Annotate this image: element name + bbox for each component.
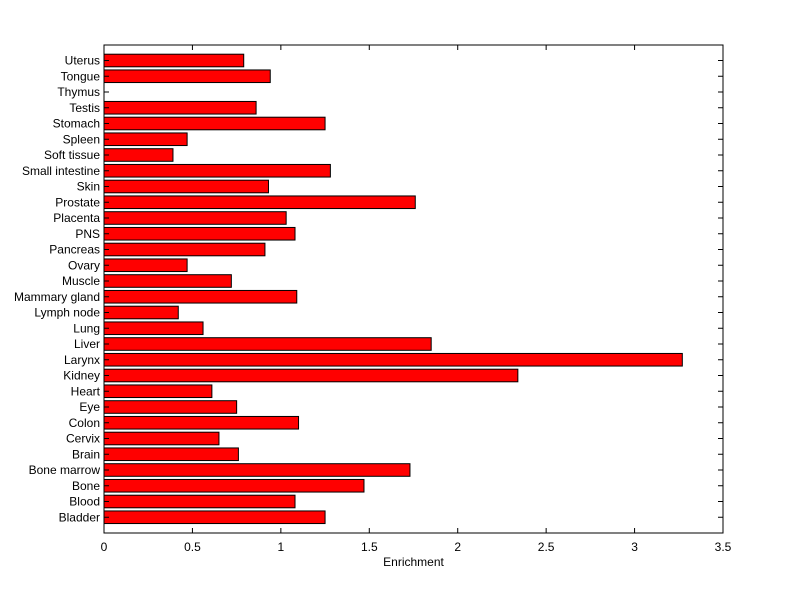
bar-ovary	[103, 258, 188, 273]
y-tick-label-lung: Lung	[73, 321, 100, 335]
bar-skin	[103, 179, 269, 194]
y-tick-label-cervix: Cervix	[66, 432, 100, 446]
bar-cervix	[103, 431, 220, 446]
y-tick-label-kidney: Kidney	[63, 369, 100, 383]
y-tick-label-lymph-node: Lymph node	[34, 306, 100, 320]
x-ticks-group: 0 0.5 1 1.5 2 2.5 3 3.5	[101, 45, 732, 554]
y-tick-label-bladder: Bladder	[59, 510, 100, 524]
bar-pns	[103, 226, 296, 241]
bar-uterus	[103, 53, 245, 68]
bar-testis	[103, 100, 257, 115]
bar-eye	[103, 400, 238, 414]
y-tick-label-testis: Testis	[69, 101, 100, 115]
bar-stomach	[103, 116, 326, 131]
y-tick-label-soft-tissue: Soft tissue	[44, 148, 100, 162]
bar-blood	[103, 494, 296, 509]
bar-kidney	[103, 368, 519, 383]
y-tick-label-prostate: Prostate	[55, 195, 100, 209]
x-tick-label: 2	[454, 540, 461, 554]
bar-heart	[103, 384, 213, 399]
y-tick-label-pns: PNS	[75, 227, 100, 241]
bar-lymph-node	[103, 305, 179, 320]
bar-bladder	[103, 510, 326, 525]
y-tick-label-tongue: Tongue	[61, 69, 101, 83]
bar-colon	[103, 415, 300, 430]
y-tick-label-bone: Bone	[72, 479, 100, 493]
y-tick-label-stomach: Stomach	[53, 117, 100, 131]
bar-brain	[103, 447, 239, 462]
y-tick-label-muscle: Muscle	[62, 274, 100, 288]
bar-larynx	[103, 352, 683, 367]
bar-spleen	[103, 132, 188, 147]
bar-pancreas	[103, 242, 266, 257]
y-tick-label-bone-marrow: Bone marrow	[29, 463, 101, 477]
y-tick-label-larynx: Larynx	[64, 353, 100, 367]
bar-liver	[103, 337, 432, 351]
x-tick-label: 0	[101, 540, 108, 554]
y-tick-label-pancreas: Pancreas	[49, 243, 100, 257]
x-axis-label: Enrichment	[383, 555, 444, 569]
y-tick-label-colon: Colon	[69, 416, 100, 430]
x-tick-label: 2.5	[538, 540, 555, 554]
y-tick-label-thymus: Thymus	[57, 85, 100, 99]
bar-tongue	[103, 69, 271, 84]
bar-muscle	[103, 274, 232, 288]
y-tick-label-brain: Brain	[72, 447, 100, 461]
bar-bone	[103, 478, 365, 493]
bar-bone-marrow	[103, 463, 411, 477]
y-tick-label-spleen: Spleen	[63, 132, 100, 146]
x-tick-label: 1	[278, 540, 285, 554]
bar-lung	[103, 321, 204, 336]
x-tick-label: 0.5	[184, 540, 201, 554]
y-tick-label-blood: Blood	[69, 495, 100, 509]
x-tick-label: 3	[631, 540, 638, 554]
bar-prostate	[103, 195, 416, 210]
x-tick-label: 1.5	[361, 540, 378, 554]
bar-mammary-gland	[103, 289, 298, 304]
y-tick-label-small-intestine: Small intestine	[22, 164, 100, 178]
bar-placenta	[103, 211, 287, 225]
plot-frame	[103, 44, 724, 534]
y-tick-label-ovary: Ovary	[68, 258, 100, 272]
y-tick-label-heart: Heart	[71, 384, 101, 398]
y-tick-label-skin: Skin	[77, 180, 100, 194]
y-tick-label-mammary-gland: Mammary gland	[14, 290, 100, 304]
x-tick-label: 3.5	[715, 540, 732, 554]
y-tick-label-eye: Eye	[79, 400, 100, 414]
bar-small-intestine	[103, 163, 331, 178]
bar-soft-tissue	[103, 148, 174, 162]
bars-group	[103, 53, 683, 525]
y-tick-label-placenta: Placenta	[53, 211, 100, 225]
y-tick-label-uterus: Uterus	[65, 54, 100, 68]
y-tick-label-liver: Liver	[74, 337, 100, 351]
